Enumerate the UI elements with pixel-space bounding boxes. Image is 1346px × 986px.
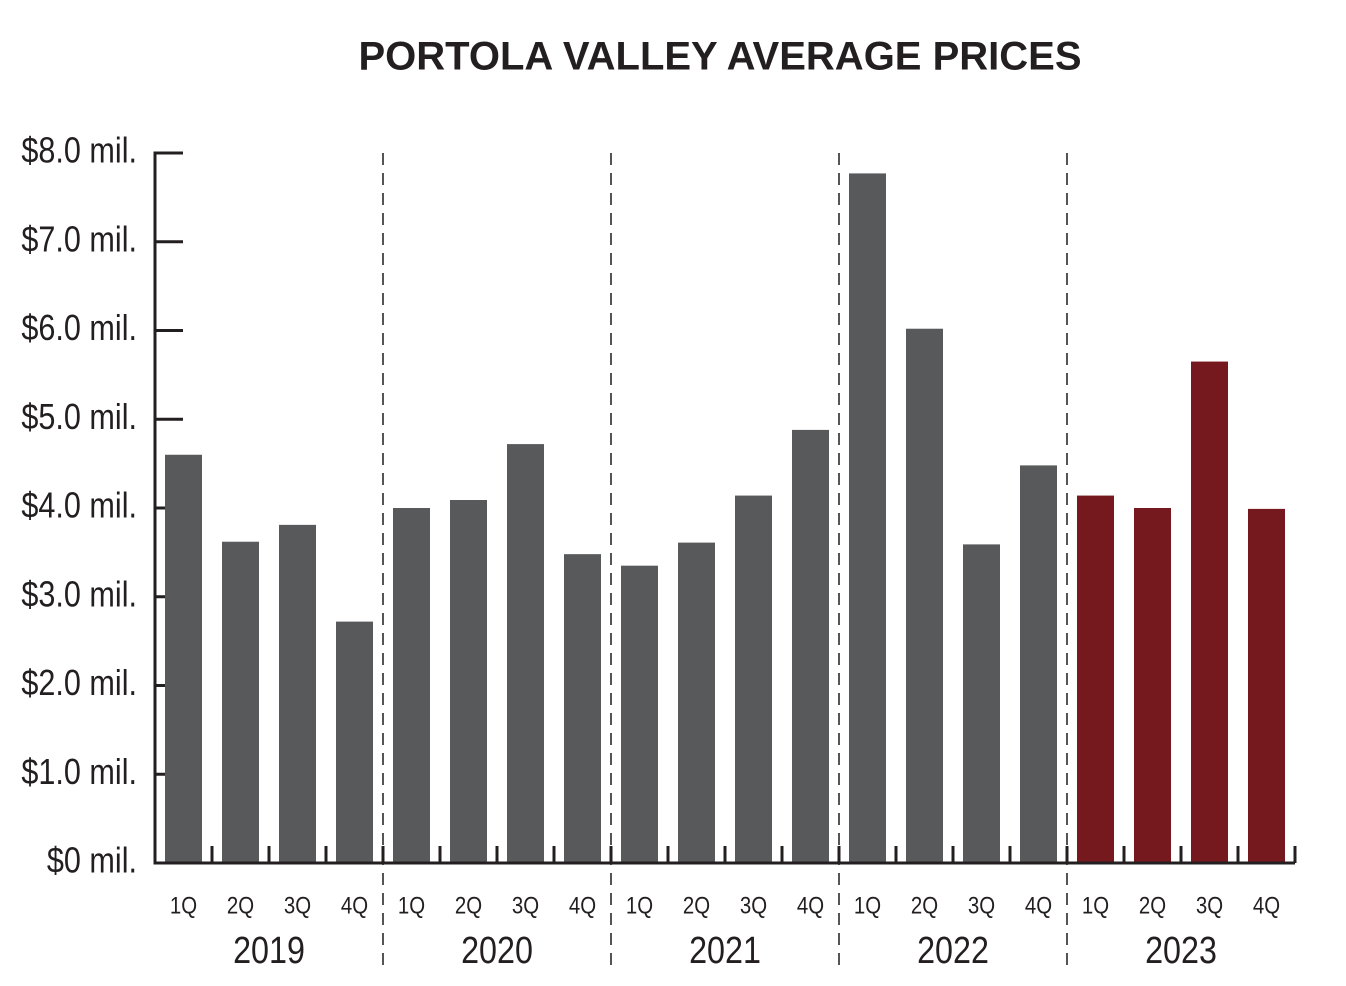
x-tick-label: 4Q: [341, 892, 368, 919]
bar: [1020, 465, 1057, 863]
x-tick-label: 1Q: [626, 892, 653, 919]
bar: [1077, 495, 1114, 863]
y-tick-label: $7.0 mil.: [21, 220, 137, 260]
x-tick-label: 2Q: [683, 892, 710, 919]
x-tick-label: 4Q: [1025, 892, 1052, 919]
bar: [735, 495, 772, 863]
y-tick-label: $8.0 mil.: [21, 131, 137, 171]
x-tick-label: 4Q: [1253, 892, 1280, 919]
y-tick-label: $2.0 mil.: [21, 664, 137, 704]
bar: [450, 500, 487, 863]
x-tick-label: 3Q: [512, 892, 539, 919]
group-label: 2023: [1145, 930, 1217, 972]
x-tick-label: 2Q: [227, 892, 254, 919]
x-tick-label: 3Q: [968, 892, 995, 919]
bar: [507, 444, 544, 863]
bar: [621, 565, 658, 863]
x-tick-label: 1Q: [1082, 892, 1109, 919]
group-label: 2020: [461, 930, 533, 972]
chart-title: PORTOLA VALLEY AVERAGE PRICES: [358, 35, 1081, 79]
y-tick-label: $6.0 mil.: [21, 309, 137, 349]
x-tick-label: 1Q: [854, 892, 881, 919]
group-label: 2021: [689, 930, 761, 972]
bar: [792, 429, 829, 863]
bar: [1248, 508, 1285, 863]
bar: [564, 554, 601, 863]
x-tick-label: 1Q: [398, 892, 425, 919]
bar: [963, 544, 1000, 863]
bar: [1134, 508, 1171, 863]
bar: [222, 541, 259, 863]
x-tick-label: 2Q: [911, 892, 938, 919]
x-tick-label: 3Q: [1196, 892, 1223, 919]
x-tick-label: 1Q: [170, 892, 197, 919]
bar: [165, 454, 202, 863]
group-label: 2019: [233, 930, 305, 972]
bar: [336, 621, 373, 863]
y-tick-label: $0 mil.: [47, 841, 137, 881]
x-tick-label: 2Q: [455, 892, 482, 919]
bar: [849, 173, 886, 864]
x-tick-label: 4Q: [797, 892, 824, 919]
y-tick-label: $4.0 mil.: [21, 486, 137, 526]
x-tick-label: 3Q: [284, 892, 311, 919]
x-tick-label: 2Q: [1139, 892, 1166, 919]
x-tick-label: 4Q: [569, 892, 596, 919]
bar: [393, 508, 430, 863]
x-tick-label: 3Q: [740, 892, 767, 919]
y-tick-label: $5.0 mil.: [21, 398, 137, 438]
bar: [1191, 361, 1228, 863]
bar: [279, 524, 316, 863]
bar: [678, 542, 715, 863]
y-tick-label: $1.0 mil.: [21, 753, 137, 793]
bar: [906, 328, 943, 864]
group-label: 2022: [917, 930, 989, 972]
y-tick-label: $3.0 mil.: [21, 575, 137, 615]
